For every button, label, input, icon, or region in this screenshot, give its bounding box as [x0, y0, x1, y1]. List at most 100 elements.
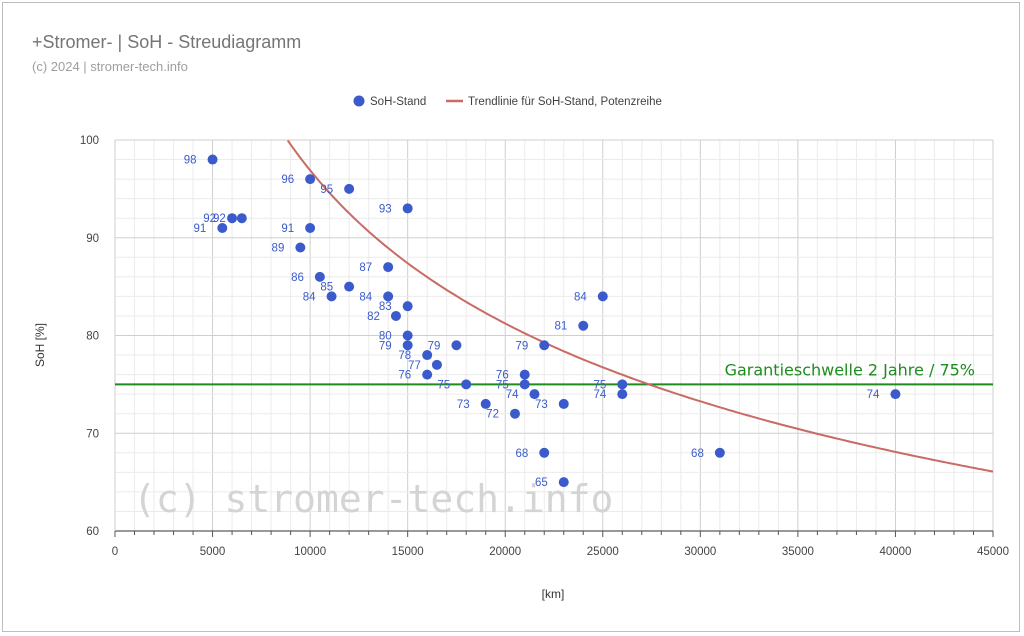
data-point	[539, 447, 550, 458]
x-tick-label: 5000	[200, 546, 226, 558]
data-point	[402, 340, 413, 351]
data-label: 65	[535, 477, 548, 489]
data-label: 83	[379, 301, 392, 313]
legend-label-soh: SoH-Stand	[370, 96, 426, 108]
chart-title: +Stromer- | SoH - Streudiagramm	[32, 32, 302, 52]
data-label: 75	[496, 379, 509, 391]
data-label: 74	[867, 389, 880, 401]
x-tick-label: 45000	[977, 546, 1009, 558]
data-point	[390, 310, 401, 321]
x-tick-label: 40000	[879, 546, 911, 558]
data-label: 86	[291, 272, 304, 284]
data-point	[617, 379, 628, 390]
data-label: 74	[593, 389, 606, 401]
data-label: 84	[303, 291, 316, 303]
data-point	[422, 369, 433, 380]
data-point	[402, 330, 413, 341]
data-label: 95	[320, 184, 333, 196]
x-axis-label: [km]	[542, 587, 565, 601]
x-tick-label: 10000	[294, 546, 326, 558]
data-point	[578, 320, 589, 331]
data-label: 79	[379, 340, 392, 352]
y-tick-label: 70	[86, 428, 99, 440]
data-point	[402, 203, 413, 214]
data-label: 98	[184, 155, 197, 167]
data-label: 74	[506, 389, 519, 401]
data-point	[431, 359, 442, 370]
data-label: 96	[281, 174, 294, 186]
axes: 0 5000 10000 15000 20000 25000 30000 35000 40000…	[80, 135, 1009, 558]
data-point	[529, 389, 540, 400]
data-label: 76	[496, 370, 509, 382]
data-point	[519, 379, 530, 390]
data-label: 82	[367, 311, 380, 323]
x-tick-label: 30000	[684, 546, 716, 558]
threshold-line-group: Garantieschwelle 2 Jahre / 75%	[115, 360, 993, 386]
data-label: 79	[428, 340, 441, 352]
data-point	[402, 301, 413, 312]
x-tick-label: 15000	[392, 546, 424, 558]
data-label: 91	[281, 223, 294, 235]
x-tick-label: 35000	[782, 546, 814, 558]
data-label: 75	[593, 379, 606, 391]
x-tick-label: 0	[112, 546, 118, 558]
data-point	[383, 291, 394, 302]
data-label: 68	[515, 448, 528, 460]
data-point	[383, 262, 394, 273]
data-label: 73	[457, 399, 470, 411]
data-point	[344, 281, 355, 292]
data-point	[558, 477, 569, 488]
data-label: 79	[515, 340, 528, 352]
data-label: 77	[408, 360, 421, 372]
data-point	[480, 398, 491, 409]
data-point	[714, 447, 725, 458]
data-point	[305, 222, 316, 233]
data-point	[451, 340, 462, 351]
data-point	[597, 291, 608, 302]
trend-line-group	[286, 139, 994, 473]
data-label: 91	[194, 223, 207, 235]
data-label: 93	[379, 203, 392, 215]
y-tick-label: 100	[80, 135, 99, 147]
data-label: 89	[272, 243, 285, 255]
data-point	[227, 213, 238, 224]
data-point	[295, 242, 306, 253]
legend[interactable]: SoH-Stand Trendlinie für SoH-Stand, Pote…	[353, 95, 662, 109]
data-label: 84	[359, 291, 372, 303]
x-tick-label: 25000	[587, 546, 619, 558]
data-point	[509, 408, 520, 419]
watermark-text: (c) stromer-tech.info	[133, 477, 613, 521]
data-label: 68	[691, 448, 704, 460]
y-tick-label: 90	[86, 233, 99, 245]
data-point	[519, 369, 530, 380]
data-point	[207, 154, 218, 165]
data-point	[305, 174, 316, 185]
data-point	[539, 340, 550, 351]
x-tick-label: 20000	[489, 546, 521, 558]
chart-subtitle: (c) 2024 | stromer-tech.info	[32, 59, 188, 74]
legend-label-trend: Trendlinie für SoH-Stand, Potenzreihe	[468, 96, 662, 108]
data-label: 84	[574, 291, 587, 303]
data-label: 73	[535, 399, 548, 411]
data-label: 75	[437, 379, 450, 391]
data-label: 92	[203, 213, 216, 225]
data-point	[236, 213, 247, 224]
data-label: 92	[213, 213, 226, 225]
data-label: 72	[486, 409, 499, 421]
y-axis-label: SoH [%]	[33, 323, 47, 367]
data-point	[461, 379, 472, 390]
y-tick-label: 60	[86, 526, 99, 538]
data-point	[326, 291, 337, 302]
data-point	[890, 389, 901, 400]
data-label: 76	[398, 370, 411, 382]
grid-lines	[114, 139, 994, 532]
data-label: 78	[398, 350, 411, 362]
data-label: 80	[379, 331, 392, 343]
legend-marker-soh	[353, 95, 365, 107]
data-label: 85	[320, 282, 333, 294]
data-point	[314, 271, 325, 282]
data-label: 87	[359, 262, 372, 274]
